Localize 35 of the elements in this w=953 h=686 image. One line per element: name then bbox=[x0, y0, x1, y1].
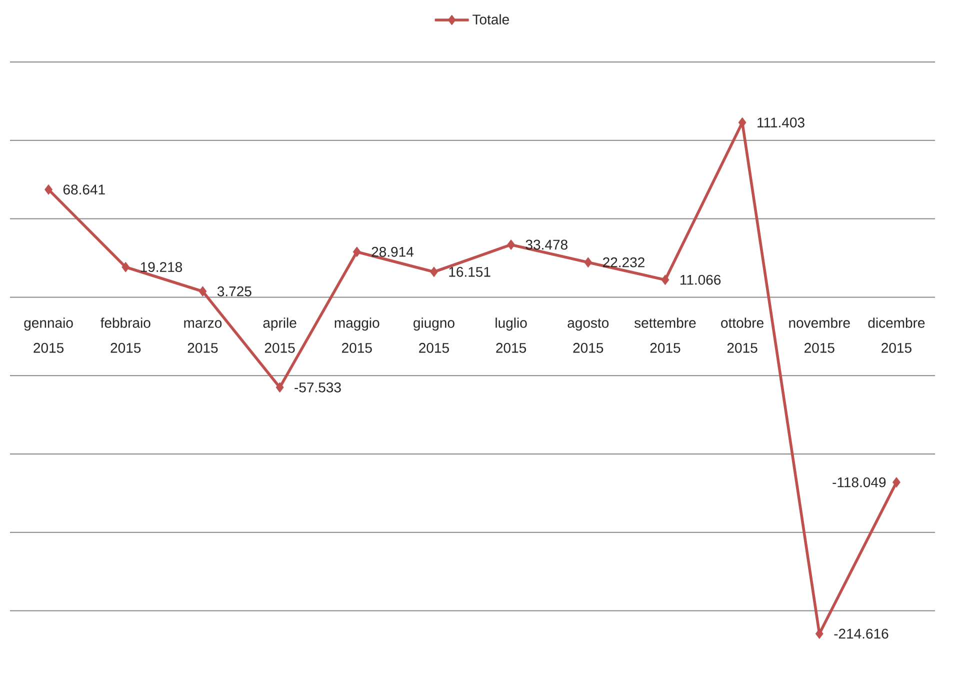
point bbox=[352, 246, 361, 258]
x-tick-label: ottobre 2015 bbox=[721, 318, 764, 353]
point bbox=[122, 262, 130, 272]
point bbox=[584, 257, 592, 268]
data-label: 28.914 bbox=[372, 246, 414, 257]
x-tick-label: novembre 2015 bbox=[789, 318, 850, 353]
data-label: 3.725 bbox=[217, 286, 252, 296]
x-tick-label: aprile 2015 bbox=[263, 318, 296, 353]
data-label: 33.478 bbox=[526, 240, 568, 250]
x-tick-label: luglio 2015 bbox=[496, 318, 527, 353]
legend-label: Totale bbox=[472, 14, 509, 24]
x-tick-label: giugno 2015 bbox=[414, 318, 454, 353]
data-label: -214.616 bbox=[834, 628, 888, 639]
data-label: 111.403 bbox=[758, 118, 804, 128]
point bbox=[892, 477, 900, 488]
point bbox=[44, 184, 53, 195]
data-label: 19.218 bbox=[140, 262, 182, 272]
point bbox=[661, 274, 670, 286]
data-label: -118.049 bbox=[832, 477, 886, 488]
data-label: -57.533 bbox=[294, 382, 341, 392]
x-tick-label: maggio 2015 bbox=[334, 318, 380, 353]
x-tick-label: marzo 2015 bbox=[184, 320, 222, 353]
data-label: 68.641 bbox=[63, 184, 105, 195]
point bbox=[430, 266, 438, 278]
point bbox=[198, 286, 207, 297]
x-tick-label: gennaio 2015 bbox=[24, 318, 73, 353]
x-tick-label: dicembre 2015 bbox=[868, 318, 925, 353]
x-tick-label: agosto 2015 bbox=[568, 318, 609, 353]
point bbox=[276, 382, 284, 393]
x-tick-label: febbraio 2015 bbox=[100, 318, 150, 353]
x-tick-label: settembre 2015 bbox=[634, 318, 696, 353]
data-label: 22.232 bbox=[603, 257, 644, 268]
data-label: 11.066 bbox=[680, 274, 721, 285]
data-label: 16.151 bbox=[449, 266, 490, 277]
point bbox=[507, 239, 516, 250]
